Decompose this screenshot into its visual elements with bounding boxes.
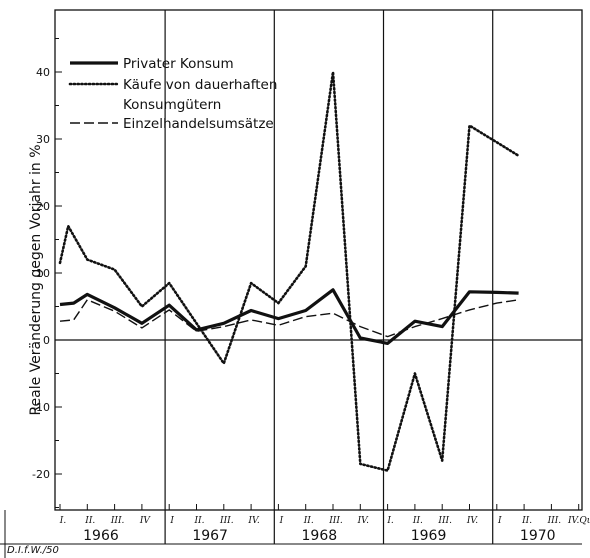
- quarter-label: IV.: [247, 516, 260, 526]
- quarter-label: II.: [303, 516, 314, 526]
- year-label: 1966: [83, 528, 119, 544]
- legend: Privater Konsum Käufe von dauerhaften Kons…: [68, 56, 277, 132]
- quarter-label: II.: [521, 516, 532, 526]
- quarter-labels: I. II. III. IV I II. III. IV. I II. III. IV. I. II. II…: [59, 516, 590, 526]
- quarter-label: I: [169, 516, 174, 526]
- quarter-label: II.: [84, 516, 95, 526]
- quarter-label: IV.Qu.: [567, 516, 590, 526]
- quarter-label: III.: [219, 516, 234, 526]
- quarter-label: I: [497, 516, 502, 526]
- series-line-1: [59, 288, 519, 345]
- quarter-label: I.: [59, 516, 67, 526]
- y-axis-label: Reale Veränderung gegen Vorjahr in %: [28, 144, 44, 415]
- legend-label-1: Privater Konsum: [123, 56, 234, 72]
- year-label: 1968: [302, 528, 338, 544]
- y-tick-label: 0: [43, 334, 50, 347]
- quarter-label: IV: [139, 516, 152, 526]
- year-labels: 1966 1967 1968 1969 1970: [83, 528, 555, 544]
- credit-text: D.I.f.W./50: [7, 545, 59, 556]
- quarter-label: III.: [437, 516, 452, 526]
- series-layer: [58, 70, 520, 472]
- year-label: 1967: [192, 528, 228, 544]
- legend-label-2-cont: Konsumgütern: [123, 97, 221, 113]
- quarter-label: III.: [110, 516, 125, 526]
- quarter-label: II.: [194, 516, 205, 526]
- series-line-2: [58, 70, 520, 472]
- series-line-3: [59, 299, 519, 338]
- quarter-label: IV.: [466, 516, 479, 526]
- y-tick-label: 10: [36, 267, 50, 280]
- axes: [0, 9, 583, 558]
- plot-frame: [54, 9, 583, 511]
- quarter-label: I.: [386, 516, 394, 526]
- year-label: 1969: [411, 528, 447, 544]
- quarter-label: II.: [412, 516, 423, 526]
- quarter-label: III.: [328, 516, 343, 526]
- y-tick-label: -10: [32, 401, 50, 414]
- quarter-label: III.: [547, 516, 562, 526]
- y-tick-label: 40: [36, 66, 50, 79]
- y-tick-label: 30: [36, 133, 50, 146]
- legend-label-3: Einzelhandelsumsätze: [123, 116, 274, 132]
- quarter-label: I: [279, 516, 284, 526]
- year-label: 1970: [520, 528, 556, 544]
- quarter-label: IV.: [357, 516, 370, 526]
- y-tick-labels: -20 -10 0 10 20 30 40: [32, 66, 50, 481]
- legend-label-2: Käufe von dauerhaften: [123, 77, 277, 93]
- y-tick-label: 20: [36, 200, 50, 213]
- y-tick-label: -20: [32, 468, 50, 481]
